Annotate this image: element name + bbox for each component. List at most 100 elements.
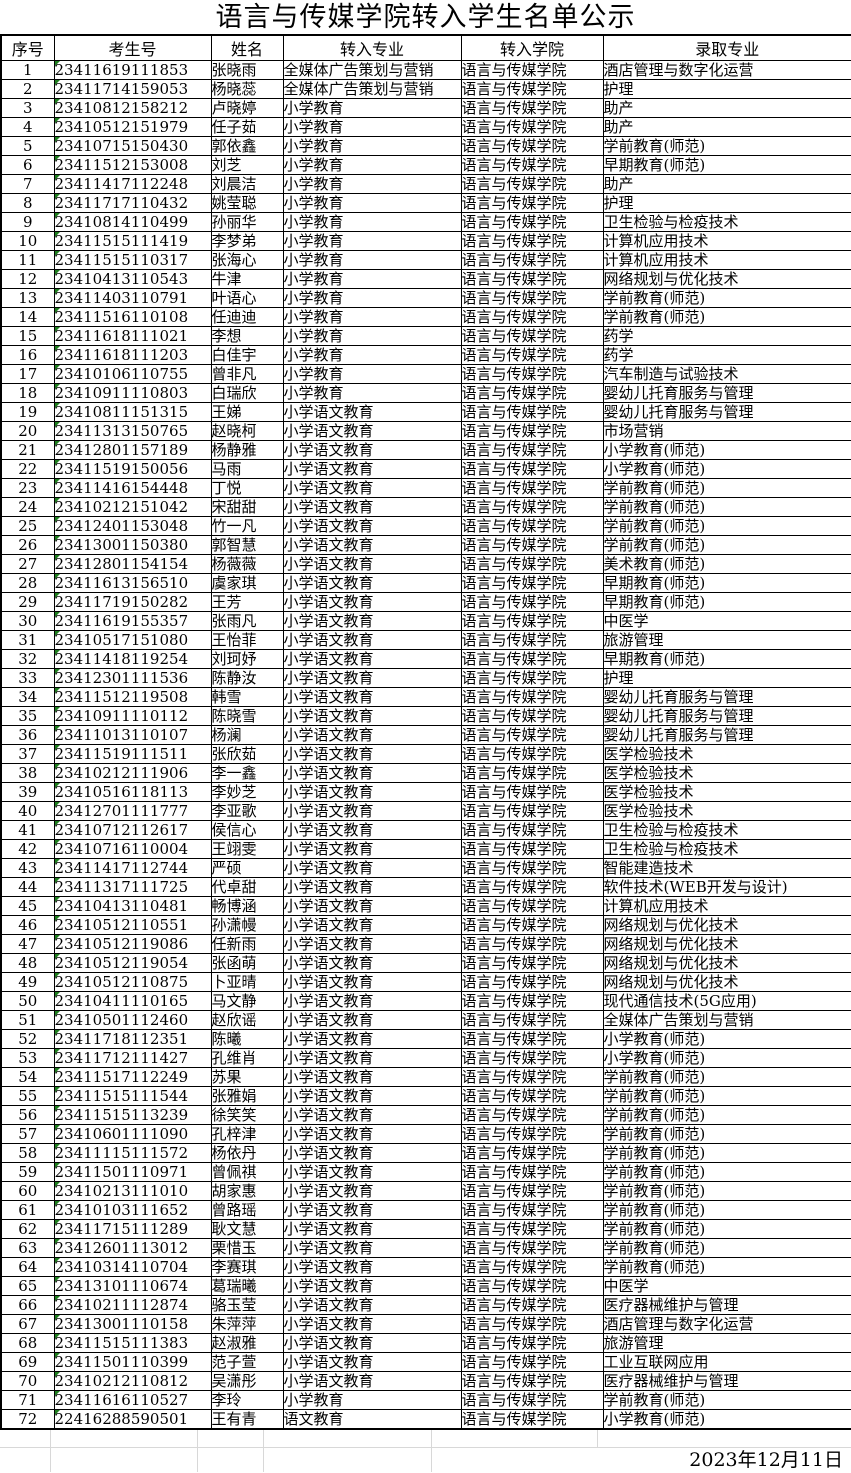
cell-transfer-college: 语言与传媒学院 bbox=[460, 554, 604, 574]
cell-name-text: 叶语心 bbox=[211, 289, 257, 307]
table-row: 13 23411403110791 叶语心 小学教育 语言与传媒学院 学前教育(师范) bbox=[0, 288, 851, 308]
number-stored-as-text-flag-icon bbox=[55, 270, 60, 275]
cell-candidate-id-text: 23410212151042 bbox=[54, 498, 189, 516]
cell-transfer-college: 语言与传媒学院 bbox=[460, 288, 604, 308]
cell-candidate-id: 23411519150056 bbox=[53, 459, 212, 479]
cell-admitted-major: 学前教育(师范) bbox=[602, 1143, 851, 1163]
cell-transfer-college: 语言与传媒学院 bbox=[460, 478, 604, 498]
cell-candidate-id: 23412301111536 bbox=[53, 668, 212, 688]
cell-index: 48 bbox=[0, 953, 55, 973]
table-row: 4 23410512151979 任子茹 小学教育 语言与传媒学院 助产 bbox=[0, 117, 851, 137]
cell-name-text: 竹一凡 bbox=[211, 517, 257, 535]
cell-name: 孔梓津 bbox=[210, 1124, 284, 1144]
cell-index: 70 bbox=[0, 1371, 55, 1391]
cell-candidate-id: 23412601113012 bbox=[53, 1238, 212, 1258]
cell-name: 吴潇彤 bbox=[210, 1371, 284, 1391]
cell-transfer-college-text: 语言与传媒学院 bbox=[461, 1049, 567, 1067]
number-stored-as-text-flag-icon bbox=[55, 821, 60, 826]
cell-index-text: 29 bbox=[18, 593, 38, 611]
cell-candidate-id-text: 23410501112460 bbox=[54, 1011, 189, 1029]
cell-transfer-major-text: 小学语文教育 bbox=[283, 726, 374, 744]
cell-admitted-major: 医学检验技术 bbox=[602, 801, 851, 821]
cell-candidate-id-text: 23411519150056 bbox=[54, 460, 189, 478]
number-stored-as-text-flag-icon bbox=[55, 441, 60, 446]
table-row: 26 23413001150380 郭智慧 小学语文教育 语言与传媒学院 学前教育(师范) bbox=[0, 535, 851, 555]
cell-candidate-id-text: 23411512119508 bbox=[54, 688, 189, 706]
cell-admitted-major-text: 助产 bbox=[603, 175, 634, 193]
cell-index-text: 52 bbox=[18, 1030, 38, 1048]
cell-candidate-id: 23410911110112 bbox=[53, 706, 212, 726]
cell-transfer-major: 小学语文教育 bbox=[282, 440, 462, 460]
cell-candidate-id: 23411515111544 bbox=[53, 1086, 212, 1106]
cell-name: 任迪迪 bbox=[210, 307, 284, 327]
gridline bbox=[50, 1430, 51, 1447]
cell-transfer-major: 小学教育 bbox=[282, 250, 462, 270]
cell-name: 张雅娟 bbox=[210, 1086, 284, 1106]
cell-transfer-college: 语言与传媒学院 bbox=[460, 630, 604, 650]
number-stored-as-text-flag-icon bbox=[55, 175, 60, 180]
cell-candidate-id: 23410512110875 bbox=[53, 972, 212, 992]
number-stored-as-text-flag-icon bbox=[55, 612, 60, 617]
cell-admitted-major-text: 计算机应用技术 bbox=[603, 251, 709, 269]
cell-index-text: 21 bbox=[18, 441, 38, 459]
cell-admitted-major: 卫生检验与检疫技术 bbox=[602, 820, 851, 840]
cell-transfer-major-text: 小学教育 bbox=[283, 365, 344, 383]
cell-index: 33 bbox=[0, 668, 55, 688]
cell-transfer-major-text: 全媒体广告策划与营销 bbox=[283, 80, 434, 98]
cell-transfer-major-text: 小学语文教育 bbox=[283, 517, 374, 535]
cell-index: 23 bbox=[0, 478, 55, 498]
cell-transfer-college: 语言与传媒学院 bbox=[460, 972, 604, 992]
cell-index-text: 26 bbox=[18, 536, 38, 554]
cell-transfer-college-text: 语言与传媒学院 bbox=[461, 688, 567, 706]
cell-admitted-major-text: 学前教育(师范) bbox=[603, 517, 706, 535]
cell-candidate-id-text: 23411613156510 bbox=[54, 574, 189, 592]
number-stored-as-text-flag-icon bbox=[55, 878, 60, 883]
cell-admitted-major-text: 小学教育(师范) bbox=[603, 1030, 706, 1048]
cell-admitted-major-text: 智能建造技术 bbox=[603, 859, 694, 877]
cell-index-text: 40 bbox=[18, 802, 38, 820]
cell-name-text: 徐笑笑 bbox=[211, 1106, 257, 1124]
cell-index-text: 2 bbox=[22, 80, 33, 98]
cell-candidate-id-text: 23410517151080 bbox=[54, 631, 189, 649]
cell-index-text: 50 bbox=[18, 992, 38, 1010]
cell-index: 28 bbox=[0, 573, 55, 593]
cell-name-text: 刘芝 bbox=[211, 156, 242, 174]
cell-admitted-major: 学前教育(师范) bbox=[602, 1238, 851, 1258]
cell-transfer-major-text: 小学教育 bbox=[283, 194, 344, 212]
cell-transfer-college-text: 语言与传媒学院 bbox=[461, 270, 567, 288]
cell-admitted-major: 护理 bbox=[602, 79, 851, 99]
cell-index: 61 bbox=[0, 1200, 55, 1220]
number-stored-as-text-flag-icon bbox=[55, 1011, 60, 1016]
cell-index-text: 33 bbox=[18, 669, 38, 687]
cell-candidate-id-text: 23412801157189 bbox=[54, 441, 189, 459]
number-stored-as-text-flag-icon bbox=[55, 859, 60, 864]
cell-candidate-id-text: 23410811151315 bbox=[54, 403, 189, 421]
cell-name: 竹一凡 bbox=[210, 516, 284, 536]
cell-index-text: 37 bbox=[18, 745, 38, 763]
cell-transfer-major: 小学教育 bbox=[282, 288, 462, 308]
cell-index: 45 bbox=[0, 896, 55, 916]
cell-transfer-college-text: 语言与传媒学院 bbox=[461, 194, 567, 212]
cell-transfer-major-text: 小学语文教育 bbox=[283, 460, 374, 478]
cell-admitted-major-text: 网络规划与优化技术 bbox=[603, 916, 739, 934]
cell-candidate-id-text: 23410715150430 bbox=[54, 137, 189, 155]
cell-candidate-id-text: 23410212111906 bbox=[54, 764, 189, 782]
cell-index: 6 bbox=[0, 155, 55, 175]
cell-admitted-major-text: 汽车制造与试验技术 bbox=[603, 365, 739, 383]
table-row: 31 23410517151080 王怡菲 小学语文教育 语言与传媒学院 旅游管理 bbox=[0, 630, 851, 650]
cell-admitted-major-text: 学前教育(师范) bbox=[603, 1391, 706, 1409]
cell-transfer-major: 小学语文教育 bbox=[282, 478, 462, 498]
cell-candidate-id-text: 22416288590501 bbox=[54, 1410, 189, 1428]
cell-transfer-major: 小学语文教育 bbox=[282, 1086, 462, 1106]
cell-index: 3 bbox=[0, 98, 55, 118]
cell-name: 白瑞欣 bbox=[210, 383, 284, 403]
cell-name-text: 郭依鑫 bbox=[211, 137, 257, 155]
cell-name: 王翊雯 bbox=[210, 839, 284, 859]
number-stored-as-text-flag-icon bbox=[55, 1182, 60, 1187]
table-row: 53 23411712111427 孔维肖 小学语文教育 语言与传媒学院 小学教育(师范) bbox=[0, 1048, 851, 1068]
table-row: 19 23410811151315 王娣 小学语文教育 语言与传媒学院 婴幼儿托育服务与管… bbox=[0, 402, 851, 422]
cell-index: 17 bbox=[0, 364, 55, 384]
cell-transfer-major: 小学教育 bbox=[282, 383, 462, 403]
cell-admitted-major-text: 学前教育(师范) bbox=[603, 1201, 706, 1219]
cell-index-text: 48 bbox=[18, 954, 38, 972]
